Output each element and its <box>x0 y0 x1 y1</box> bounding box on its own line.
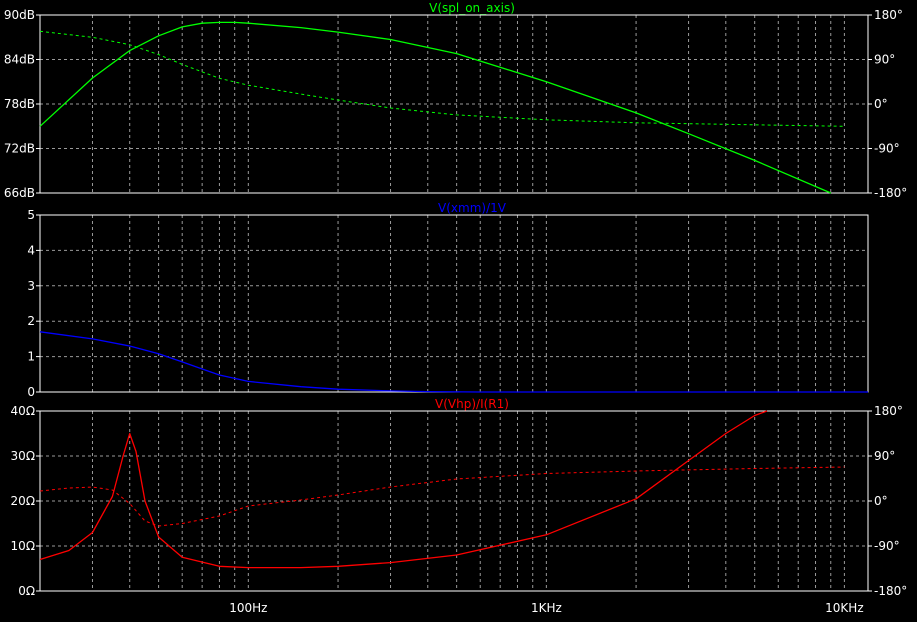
y-tick-label: 3 <box>27 279 35 293</box>
y-tick-label: 5 <box>27 208 35 222</box>
y-tick-label: 84dB <box>4 53 35 67</box>
y-tick-label: 72dB <box>4 142 35 156</box>
y-tick-label: 1 <box>27 350 35 364</box>
y2-tick-label: -90° <box>874 142 900 156</box>
y-tick-label: 40Ω <box>11 404 35 418</box>
y2-tick-label: 0° <box>874 97 888 111</box>
y2-tick-label: 0° <box>874 494 888 508</box>
y-tick-label: 20Ω <box>11 494 35 508</box>
y2-tick-label: -180° <box>874 584 907 598</box>
y-tick-label: 0 <box>27 385 35 399</box>
y-tick-label: 30Ω <box>11 449 35 463</box>
y-tick-label: 2 <box>27 314 35 328</box>
y2-tick-label: -180° <box>874 186 907 200</box>
y2-tick-label: 180° <box>874 8 903 22</box>
y-tick-label: 78dB <box>4 97 35 111</box>
y-tick-label: 66dB <box>4 186 35 200</box>
y2-tick-label: 180° <box>874 404 903 418</box>
series-spl-magnitude[interactable] <box>39 21 832 194</box>
y-tick-label: 90dB <box>4 8 35 22</box>
x-tick-label: 10KHz <box>825 601 863 615</box>
y-tick-label: 0Ω <box>18 584 35 598</box>
grid-xmm <box>40 215 868 392</box>
x-tick-label: 1KHz <box>531 601 562 615</box>
y2-tick-label: 90° <box>874 53 895 67</box>
pane-xmm[interactable]: V(xmm)/1V 0 1 2 3 4 5 <box>27 201 869 399</box>
pane-title-impedance: V(Vhp)/I(R1) <box>435 397 509 411</box>
series-impedance-magnitude[interactable] <box>39 410 768 569</box>
grid-impedance <box>40 411 868 591</box>
pane-impedance[interactable]: V(Vhp)/I(R1) 0Ω 10Ω 20Ω 30Ω 40Ω 180° 90° 0° -90°… <box>11 397 908 615</box>
grid-spl <box>40 15 868 193</box>
series-spl-phase[interactable] <box>39 30 845 127</box>
pane-spl[interactable]: V(spl_on_axis) 66dB 72dB 78dB 84dB 90dB 180° 9… <box>4 1 907 200</box>
y2-tick-label: 90° <box>874 449 895 463</box>
y-tick-label: 10Ω <box>11 539 35 553</box>
x-tick-label: 100Hz <box>229 601 267 615</box>
y2-tick-label: -90° <box>874 539 900 553</box>
pane-title-spl: V(spl_on_axis) <box>429 1 515 15</box>
pane-title-xmm: V(xmm)/1V <box>438 201 507 215</box>
series-xmm-magnitude[interactable] <box>39 331 868 393</box>
y-tick-label: 4 <box>27 243 35 257</box>
